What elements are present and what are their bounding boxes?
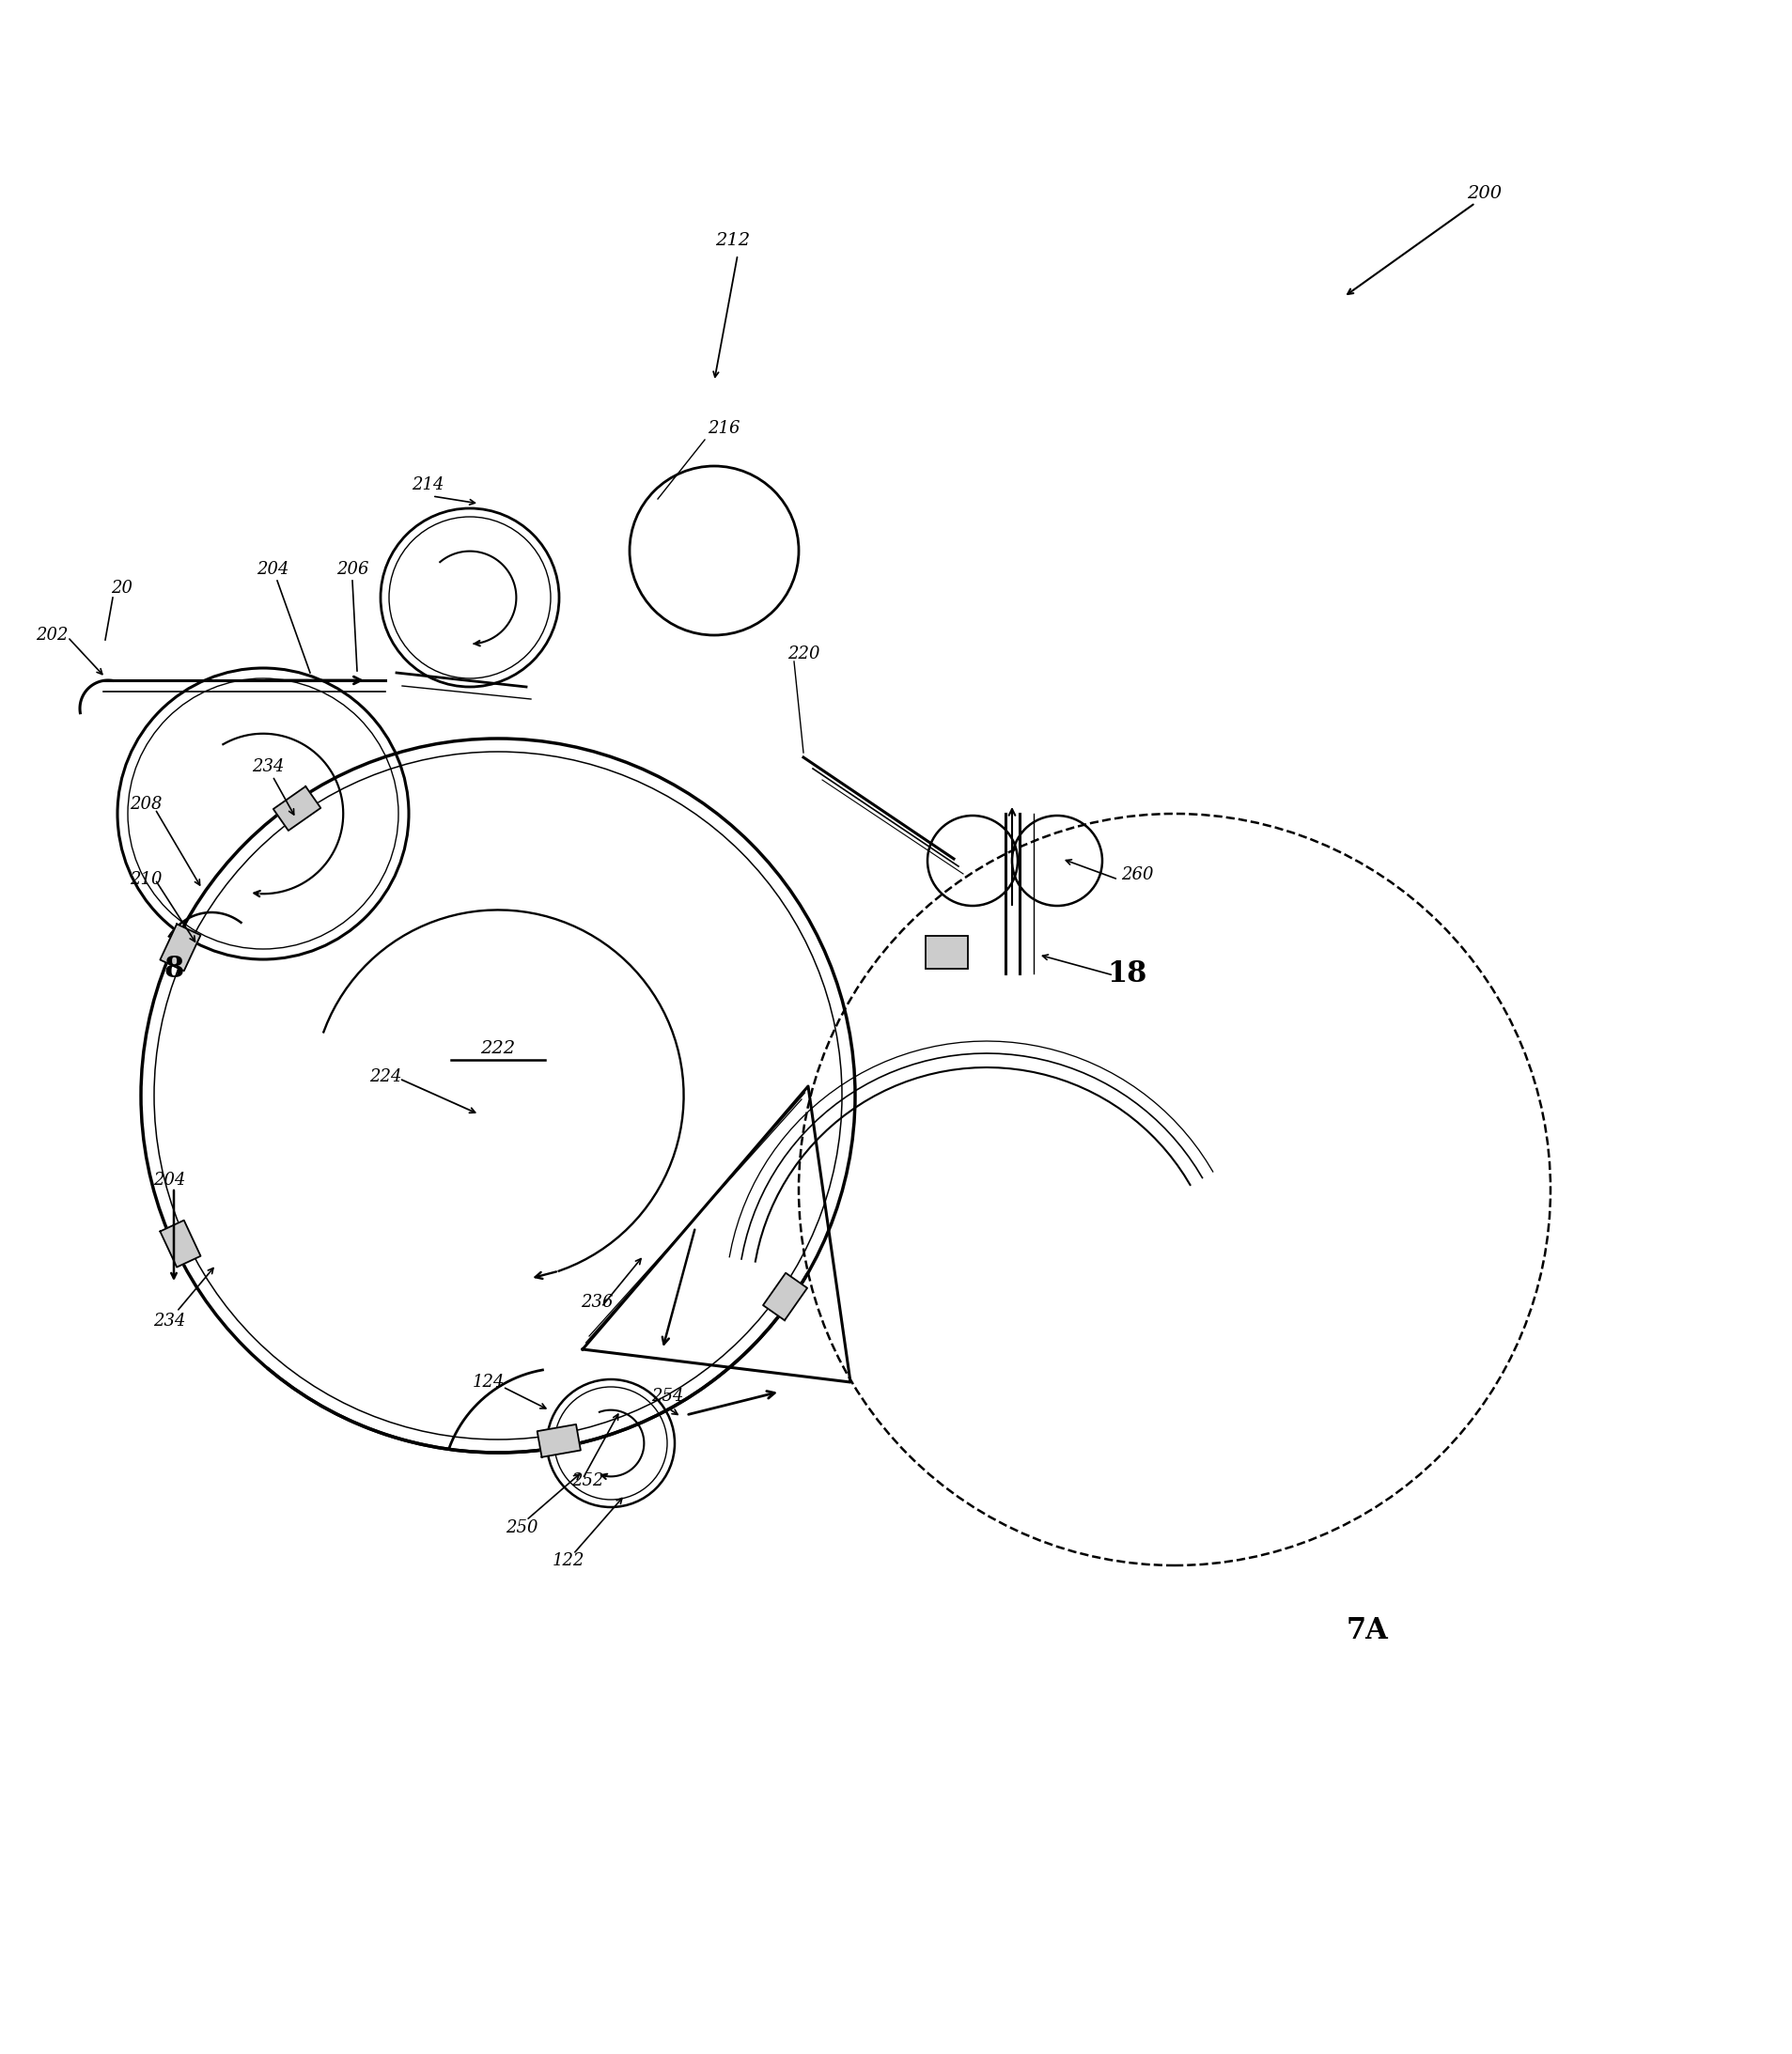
Text: 252: 252 — [572, 1473, 604, 1489]
Text: 222: 222 — [480, 1039, 516, 1058]
Polygon shape — [274, 787, 321, 830]
Bar — [926, 937, 968, 969]
Text: 214: 214 — [412, 477, 444, 493]
Text: 200: 200 — [1468, 185, 1502, 201]
Polygon shape — [763, 1273, 806, 1321]
Text: 208: 208 — [129, 795, 161, 813]
Text: 122: 122 — [552, 1553, 584, 1569]
Text: 234: 234 — [251, 758, 283, 774]
Text: 250: 250 — [505, 1520, 538, 1536]
Text: 236: 236 — [581, 1294, 613, 1310]
Text: 254: 254 — [650, 1389, 683, 1405]
Text: 204: 204 — [152, 1171, 185, 1189]
Text: 216: 216 — [708, 419, 740, 438]
Text: 212: 212 — [715, 232, 751, 249]
Text: 234: 234 — [152, 1313, 185, 1329]
Text: 20: 20 — [111, 579, 133, 596]
Polygon shape — [538, 1423, 581, 1456]
Text: 7A: 7A — [1346, 1616, 1389, 1645]
Polygon shape — [159, 1220, 201, 1267]
Text: 220: 220 — [787, 645, 819, 663]
Text: 204: 204 — [256, 561, 289, 577]
Text: 18: 18 — [1107, 959, 1147, 988]
Text: 206: 206 — [337, 561, 369, 577]
Text: 202: 202 — [36, 626, 68, 643]
Text: 260: 260 — [1120, 867, 1154, 883]
Text: 8: 8 — [163, 955, 185, 984]
Text: 124: 124 — [473, 1374, 505, 1391]
Text: 224: 224 — [369, 1068, 401, 1085]
Text: 210: 210 — [129, 871, 161, 887]
Polygon shape — [159, 924, 201, 972]
